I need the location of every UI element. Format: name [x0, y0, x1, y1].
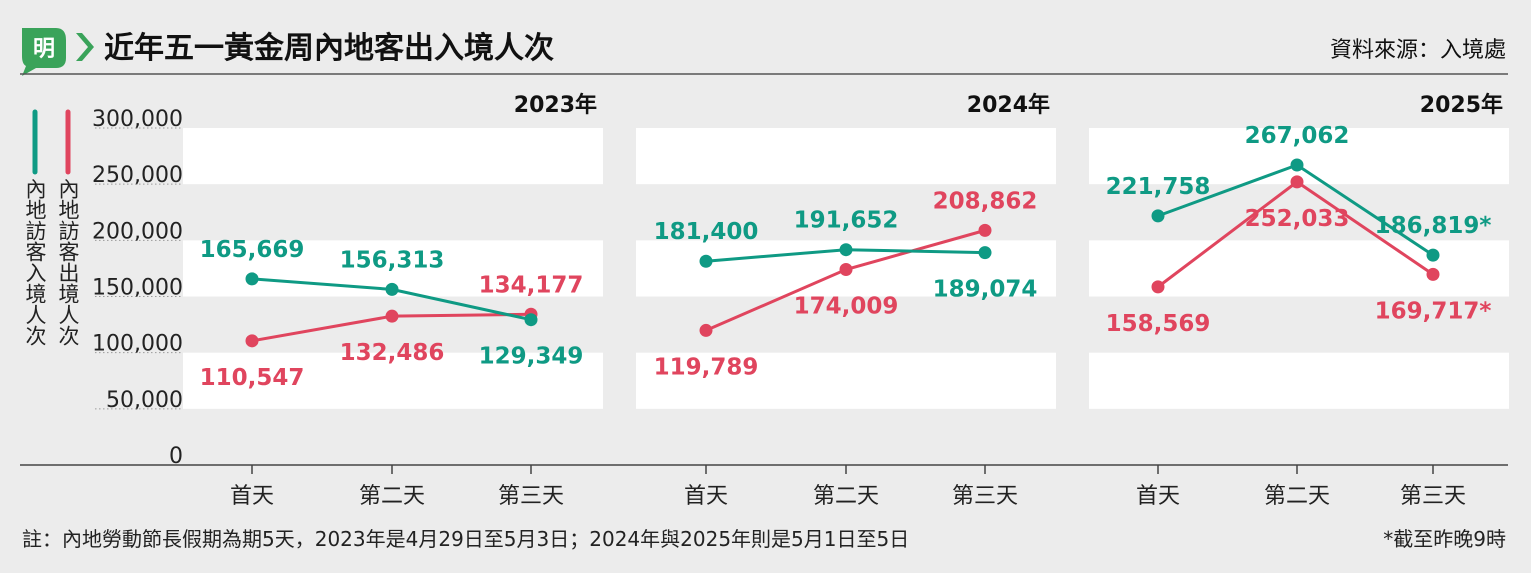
outbound-data-label: 134,177	[479, 272, 584, 298]
x-tick-label: 第三天	[498, 484, 564, 509]
outbound-point	[245, 334, 259, 348]
inbound-point	[978, 246, 992, 260]
background-bands	[183, 128, 1509, 409]
outbound-data-label: 158,569	[1106, 311, 1211, 337]
x-tick-label: 首天	[1136, 484, 1180, 509]
inbound-point	[1426, 248, 1440, 262]
logo-text: 明	[33, 37, 55, 62]
inbound-data-label: 156,313	[340, 247, 445, 273]
source-label: 資料來源：入境處	[1330, 38, 1506, 63]
y-tick-label: 50,000	[106, 388, 183, 413]
outbound-data-label: 174,009	[794, 294, 899, 320]
inbound-point	[699, 254, 713, 268]
outbound-point	[978, 223, 992, 237]
logo-icon	[22, 28, 66, 76]
panel-year-label: 2025年	[1420, 92, 1503, 118]
legend: 內地訪客入境人次 內地訪客出境人次	[23, 109, 80, 346]
y-tick-label: 200,000	[92, 219, 183, 244]
y-tick-label: 250,000	[92, 163, 183, 188]
panel-2: 2024年 181,400 191,652 189,074 119,789 174,009…	[654, 92, 1050, 380]
background-band	[1089, 128, 1509, 185]
x-tick-label: 第三天	[1400, 484, 1466, 509]
x-tick-label: 第二天	[813, 484, 879, 509]
outbound-point	[699, 323, 713, 337]
x-tick-label: 第二天	[359, 484, 425, 509]
outbound-data-label: 110,547	[200, 365, 305, 391]
outbound-data-label: 208,862	[933, 188, 1038, 214]
footer: 註：內地勞動節長假期為期5天，2023年是4月29日至5月3日；2024年與20…	[22, 527, 1506, 551]
y-tick-label: 150,000	[92, 276, 183, 301]
inbound-data-label: 189,074	[933, 277, 1038, 303]
background-band	[636, 352, 1056, 409]
inbound-data-label: 191,652	[794, 208, 899, 234]
x-tick-label: 第二天	[1264, 484, 1330, 509]
y-tick-label: 300,000	[92, 107, 183, 132]
legend-outbound-label: 內地訪客出境人次	[56, 178, 80, 346]
outbound-data-label: 252,033	[1245, 206, 1350, 232]
inbound-data-label: 181,400	[654, 219, 759, 245]
background-band	[1089, 352, 1509, 409]
legend-inbound-label: 內地訪客入境人次	[23, 178, 47, 346]
header: 明 近年五一黃金周內地客出入境人次 資料來源：入境處	[20, 28, 1508, 76]
background-band	[183, 128, 603, 185]
inbound-data-label: 186,819*	[1375, 213, 1492, 239]
inbound-data-label: 129,349	[479, 344, 584, 370]
y-tick-label: 0	[169, 444, 183, 469]
panel-year-label: 2023年	[514, 92, 597, 118]
x-tick-label: 首天	[230, 484, 274, 509]
outbound-point	[1151, 280, 1165, 294]
footnote: 註：內地勞動節長假期為期5天，2023年是4月29日至5月3日；2024年與20…	[22, 527, 909, 551]
y-tick-label: 100,000	[92, 332, 183, 357]
inbound-data-label: 165,669	[200, 237, 305, 263]
outbound-point	[839, 263, 853, 277]
panel-3: 2025年 221,758 267,062 186,819* 158,569 252,03…	[1106, 92, 1503, 337]
inbound-point	[245, 272, 259, 286]
outbound-point	[1426, 267, 1440, 281]
title-chevron-icon	[76, 33, 94, 61]
background-band	[183, 352, 603, 409]
outbound-data-label: 169,717*	[1375, 298, 1492, 324]
chart-panels: 2023年 165,669 156,313 129,349 110,547 132,486…	[200, 92, 1503, 391]
inbound-point	[385, 282, 399, 296]
outbound-data-label: 119,789	[654, 354, 759, 380]
page-title: 近年五一黃金周內地客出入境人次	[104, 31, 554, 66]
x-tick-label: 第三天	[952, 484, 1018, 509]
inbound-point	[1151, 209, 1165, 223]
outbound-point	[1290, 175, 1304, 189]
asterisk-note: *截至昨晚9時	[1383, 527, 1506, 551]
panel-1: 2023年 165,669 156,313 129,349 110,547 132,486…	[200, 92, 597, 391]
y-axis: 300,000 250,000 200,000 150,000 100,000 50,00…	[92, 107, 183, 469]
background-band	[636, 128, 1056, 185]
panel-year-label: 2024年	[967, 92, 1050, 118]
inbound-point	[1290, 158, 1304, 172]
x-axis: 首天 第二天 第三天 首天 第二天 第三天 首天 第二天 第三天	[230, 465, 1466, 509]
outbound-data-label: 132,486	[340, 340, 445, 366]
x-tick-label: 首天	[684, 484, 728, 509]
inbound-data-label: 267,062	[1245, 123, 1350, 149]
outbound-point	[385, 309, 399, 323]
inbound-point	[524, 313, 538, 327]
inbound-point	[839, 243, 853, 257]
inbound-data-label: 221,758	[1106, 174, 1211, 200]
